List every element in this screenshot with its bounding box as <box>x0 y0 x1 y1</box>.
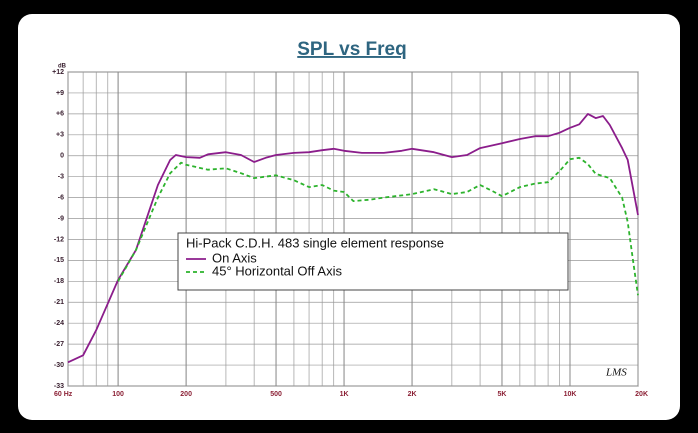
legend-label: 45° Horizontal Off Axis <box>212 263 342 278</box>
x-tick-label: 5K <box>497 391 506 398</box>
series-line <box>67 113 639 364</box>
annotation: LMS <box>605 367 627 379</box>
lines <box>67 113 639 364</box>
x-tick-label: 500 <box>270 391 282 398</box>
x-tick-label: 60 Hz <box>54 391 73 398</box>
y-tick-label: -6 <box>58 194 64 201</box>
x-tick-label: 2K <box>408 391 417 398</box>
x-tick-label: 100 <box>112 391 124 398</box>
y-tick-label: -24 <box>54 320 64 327</box>
y-tick-label: -9 <box>58 215 64 222</box>
y-tick-label: 0 <box>60 153 64 160</box>
y-tick-label: -12 <box>54 236 64 243</box>
y-tick-label: -21 <box>54 299 64 306</box>
x-tick-label: 20K <box>635 391 648 398</box>
y-tick-label: -30 <box>54 362 64 369</box>
y-tick-label: +3 <box>56 132 64 139</box>
series-line <box>117 156 639 296</box>
plot-area <box>67 71 639 387</box>
legend-title: Hi-Pack C.D.H. 483 single element respon… <box>186 235 444 250</box>
y-tick-label: +12 <box>52 69 64 76</box>
y-tick-label: +6 <box>56 111 64 118</box>
y-tick-label: -27 <box>54 341 64 348</box>
y-tick-label: -18 <box>54 278 64 285</box>
y-tick-label: +9 <box>56 90 64 97</box>
y-tick-label: -33 <box>54 383 64 390</box>
chart-title: SPL vs Freq <box>297 39 406 60</box>
y-unit: dB <box>58 64 67 70</box>
y-tick-label: -15 <box>54 257 64 264</box>
legend-box <box>177 232 569 291</box>
y-tick-label: -3 <box>58 174 64 181</box>
x-tick-label: 1K <box>340 391 349 398</box>
x-tick-label: 10K <box>564 391 577 398</box>
legend-label: On Axis <box>212 250 257 265</box>
x-tick-label: 200 <box>180 391 192 398</box>
grid <box>67 71 639 387</box>
